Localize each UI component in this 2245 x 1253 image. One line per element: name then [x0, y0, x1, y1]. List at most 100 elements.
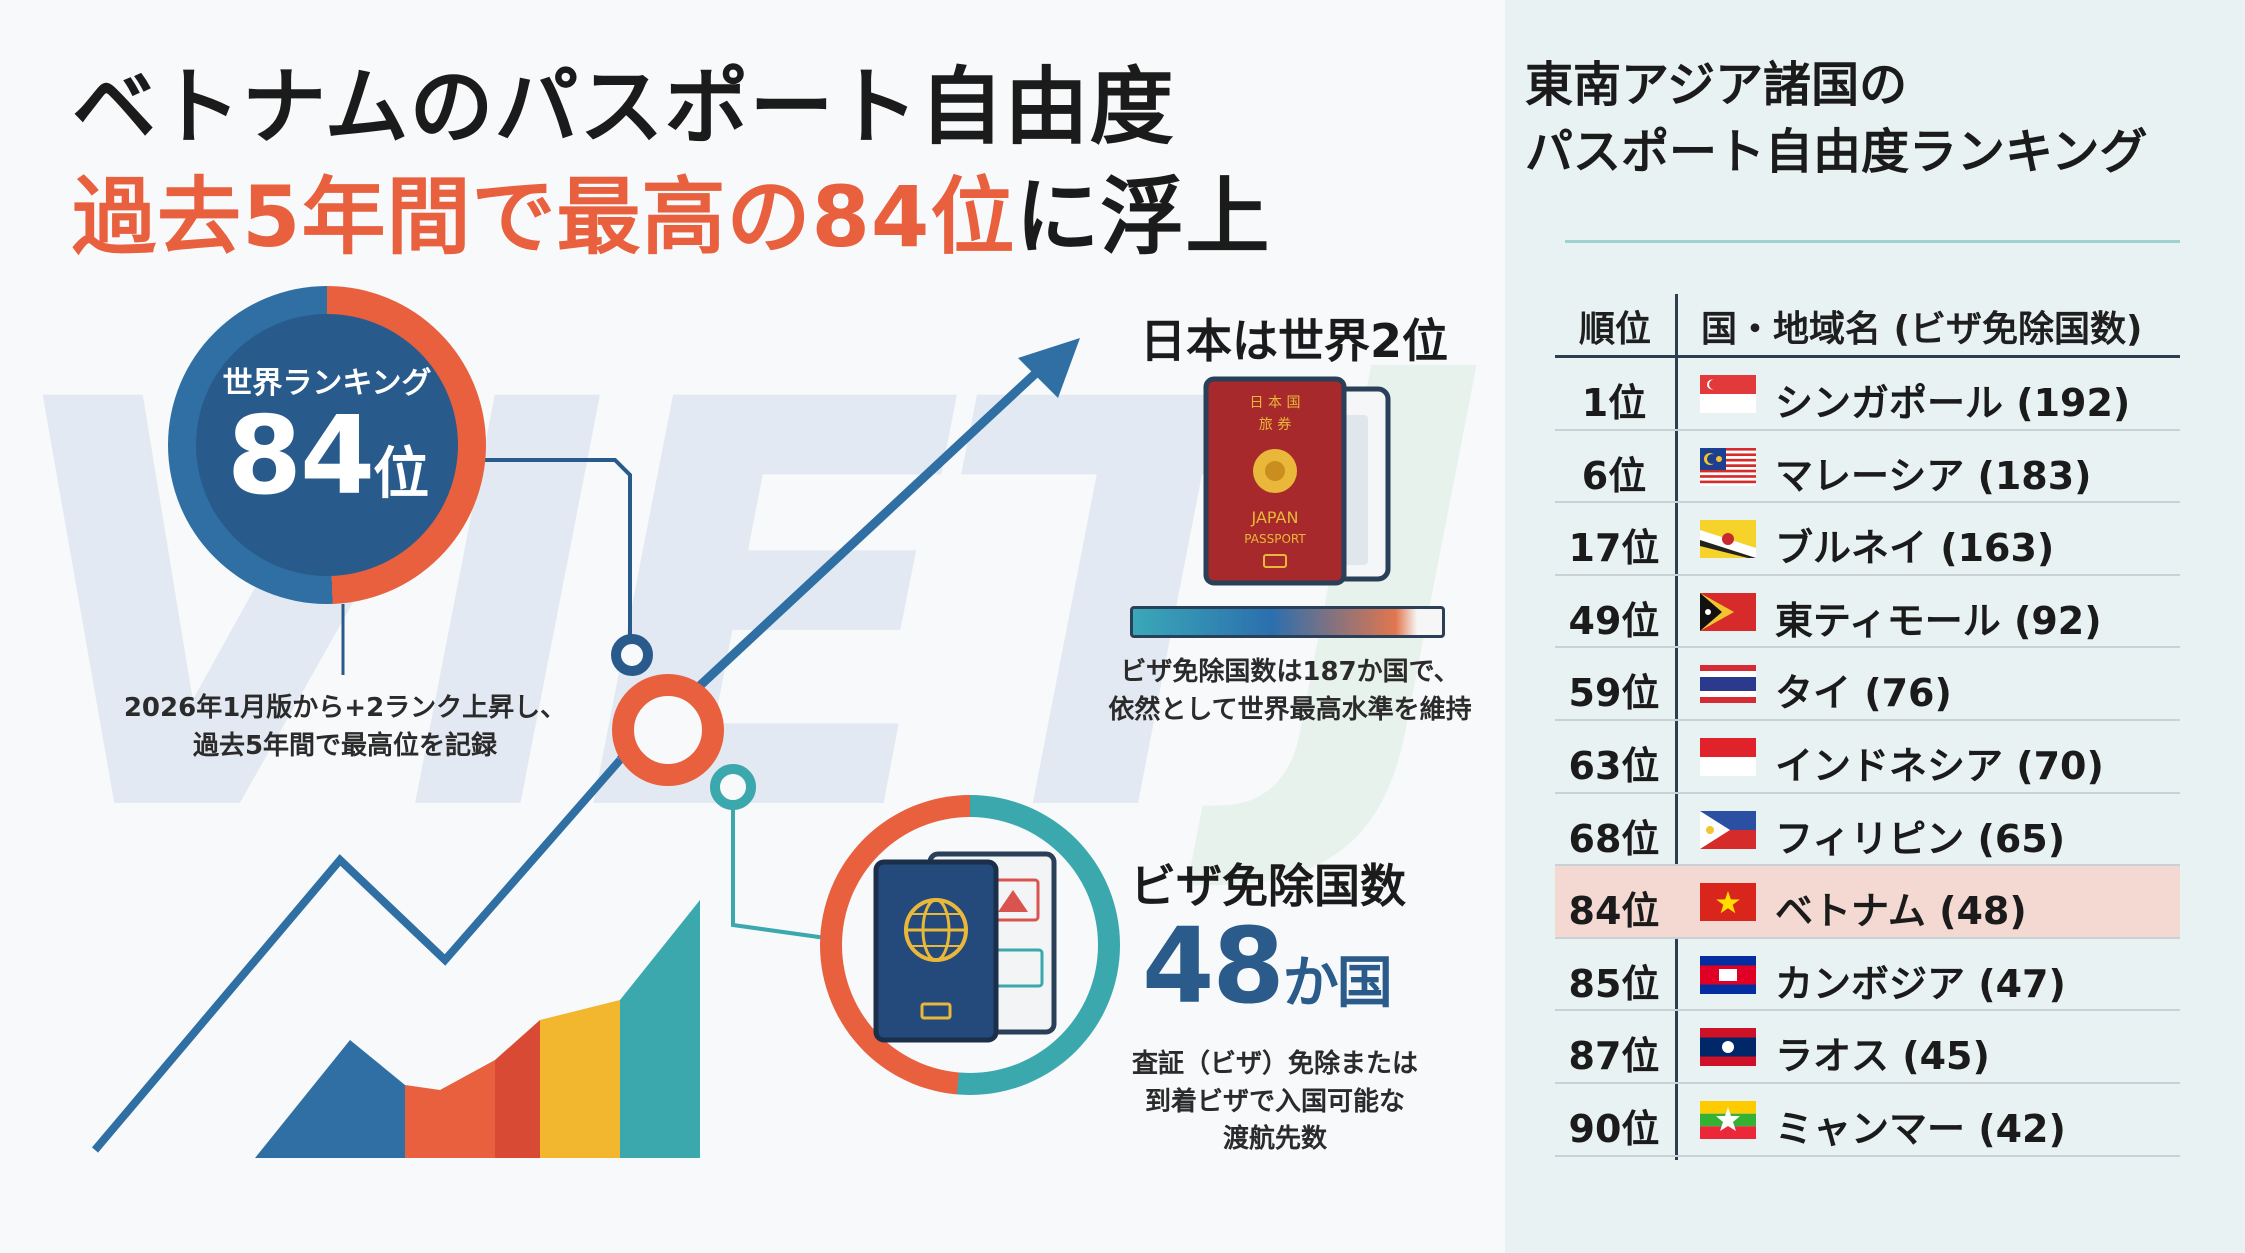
passport-jp-line2: 旅 券 [1259, 417, 1291, 433]
subtitle-rest: に浮上 [1015, 168, 1271, 266]
rank-label: 世界ランキング [222, 366, 432, 401]
tl-flag-icon [1700, 592, 1756, 631]
page-title: ベトナムのパスポート自由度 [72, 58, 1175, 156]
node-big-orange [612, 674, 724, 786]
header-rank: 順位 [1578, 309, 1651, 350]
infographic-left-area: JO VIET ベトナムのパスポート自由度 過去5年間で最高の84位に浮上 世界… [0, 58, 1505, 1159]
row-rank: 59位 [1568, 671, 1660, 716]
ranking-table: 順位 国・地域名 (ビザ免除国数) 1位 シンガポール (192) 6位 マレーシア … [1555, 294, 2180, 1160]
passport-word: PASSPORT [1244, 532, 1306, 546]
japan-progress-bar [1130, 606, 1445, 638]
my-flag-icon [1700, 447, 1756, 486]
connector-visa [731, 790, 841, 942]
la-flag-icon [1700, 1028, 1756, 1067]
row-country: ミャンマー (42) [1775, 1106, 2066, 1151]
bn-flag-icon [1700, 520, 1756, 559]
row-country: インドネシア (70) [1775, 743, 2104, 788]
table-header: 順位 国・地域名 (ビザ免除国数) [1555, 294, 2180, 358]
row-rank: 68位 [1568, 816, 1660, 861]
ranking-title-line1: 東南アジア諸国の [1525, 57, 1908, 113]
subtitle-highlight: 過去5年間で最高の84位 [72, 168, 1016, 266]
row-rank: 85位 [1568, 961, 1660, 1006]
ranking-divider [1565, 240, 2180, 243]
rank-note-line1: 2026年1月版から+2ランク上昇し、 [123, 693, 567, 723]
table-row: 63位 インドネシア (70) [1555, 721, 2180, 794]
id-flag-icon [1700, 737, 1756, 776]
table-row: 85位 カンボジア (47) [1555, 939, 2180, 1012]
node-small-navy [611, 634, 653, 676]
growth-graphic [91, 338, 1080, 1158]
visa-value: 48か国 [1142, 905, 1393, 1027]
table-row: 6位 マレーシア (183) [1555, 431, 2180, 504]
row-country: タイ (76) [1775, 671, 1952, 716]
table-row: 87位 ラオス (45) [1555, 1011, 2180, 1084]
japan-note-line1: ビザ免除国数は187か国で、 [1120, 657, 1460, 687]
japan-heading: 日本は世界2位 [1140, 314, 1449, 368]
kh-flag-icon [1700, 955, 1756, 994]
row-rank: 17位 [1568, 526, 1660, 571]
row-rank: 6位 [1581, 453, 1647, 498]
row-rank: 1位 [1581, 381, 1647, 425]
ranking-title: 東南アジア諸国の パスポート自由度ランキング [1525, 52, 2148, 186]
row-country: カンボジア (47) [1775, 961, 2066, 1006]
header-country: 国・地域名 (ビザ免除国数) [1701, 309, 2143, 350]
page-subtitle: 過去5年間で最高の84位に浮上 [72, 150, 1270, 271]
vietnam-passport-icon [873, 851, 1057, 1043]
rank-unit: 位 [373, 442, 429, 507]
visa-unit: か国 [1282, 951, 1393, 1016]
ranking-title-line2: パスポート自由度ランキング [1525, 124, 2148, 181]
vn-flag-icon [1700, 883, 1756, 922]
visa-heading: ビザ免除国数 [1130, 859, 1406, 913]
row-country: シンガポール (192) [1775, 381, 2131, 425]
ranking-panel [1505, 0, 2245, 1253]
row-rank: 87位 [1568, 1034, 1660, 1079]
row-country: マレーシア (183) [1775, 453, 2092, 498]
table-row: 90位 ミャンマー (42) [1555, 1084, 2180, 1157]
bar-red [495, 1020, 540, 1158]
bar-teal [620, 900, 700, 1158]
visa-note-line1: 査証（ビザ）免除または [1131, 1049, 1418, 1079]
row-rank: 49位 [1568, 598, 1660, 643]
japan-note: ビザ免除国数は187か国で、 依然として世界最高水準を維持 [1080, 654, 1500, 729]
rank-note: 2026年1月版から+2ランク上昇し、 過去5年間で最高位を記録 [110, 690, 580, 765]
visa-note-line3: 渡航先数 [1222, 1124, 1327, 1155]
trend-arrow-head [1018, 338, 1080, 398]
passport-jp-line1: 日 本 国 [1250, 395, 1301, 411]
row-rank: 90位 [1568, 1106, 1660, 1151]
table-row: 49位 東ティモール (92) [1555, 576, 2180, 649]
mm-flag-icon [1700, 1100, 1756, 1139]
rank-value: 84位 [196, 394, 458, 519]
japan-note-line2: 依然として世界最高水準を維持 [1108, 694, 1472, 725]
visa-note-line2: 到着ビザで入国可能な [1144, 1086, 1405, 1117]
row-country: ラオス (45) [1775, 1034, 1990, 1079]
visa-number: 48 [1142, 905, 1285, 1027]
table-row: 84位 ベトナム (48) [1555, 866, 2180, 939]
passport-country: JAPAN [1251, 508, 1299, 527]
row-rank: 84位 [1568, 889, 1660, 934]
node-small-teal [710, 764, 756, 810]
japan-passport-icon: 日 本 国 旅 券 JAPAN PASSPORT [1203, 376, 1391, 586]
trend-zigzag [91, 757, 624, 1153]
sg-flag-icon [1700, 375, 1756, 413]
table-body: 1位 シンガポール (192) 6位 マレーシア (183) 17位 ブルネイ (163)… [1555, 358, 2180, 1157]
bar-blue [255, 1040, 405, 1158]
bar-yellow [540, 1000, 620, 1158]
visa-note: 査証（ビザ）免除または 到着ビザで入国可能な 渡航先数 [1090, 1046, 1460, 1159]
row-country: ブルネイ (163) [1775, 526, 2055, 571]
row-country: 東ティモール (92) [1775, 598, 2102, 643]
connector-rank [480, 458, 632, 640]
table-row: 68位 フィリピン (65) [1555, 794, 2180, 867]
table-row: 1位 シンガポール (192) [1555, 358, 2180, 431]
ph-flag-icon [1700, 810, 1756, 849]
row-country: ベトナム (48) [1775, 889, 2027, 934]
th-flag-icon [1700, 665, 1756, 704]
table-row: 17位 ブルネイ (163) [1555, 503, 2180, 576]
table-row: 59位 タイ (76) [1555, 648, 2180, 721]
bar-orange [405, 1060, 495, 1158]
rank-note-line2: 過去5年間で最高位を記録 [192, 730, 498, 761]
rank-ring: 世界ランキング 84位 [168, 286, 486, 604]
rank-ring-inner: 世界ランキング 84位 [196, 314, 458, 576]
row-rank: 63位 [1568, 743, 1660, 788]
table-column-divider [1675, 294, 1678, 1160]
row-country: フィリピン (65) [1775, 816, 2066, 861]
